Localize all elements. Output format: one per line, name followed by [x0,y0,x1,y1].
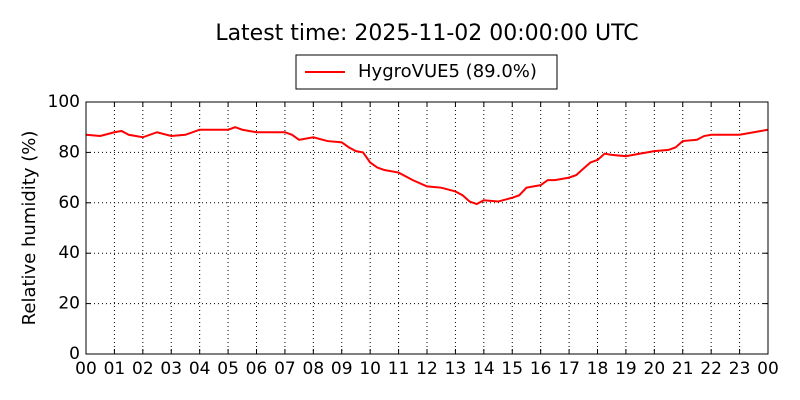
data-line [85,126,769,206]
y-axis-label: Relative humidity (%) [19,131,40,326]
x-tick-label: 13 [445,359,467,379]
y-tick-label: 100 [48,92,80,112]
x-tick-label: 04 [189,359,211,379]
x-tick-label: 11 [388,359,410,379]
y-tick-label: 80 [58,142,80,162]
x-tick-label: 07 [274,359,296,379]
x-tick-label: 10 [359,359,381,379]
x-tick-label: 03 [160,359,182,379]
x-tick-label: 05 [217,359,239,379]
x-tick-label: 06 [246,359,268,379]
x-tick-label: 01 [104,359,126,379]
x-tick-label: 00 [757,359,779,379]
y-tick-label: 0 [69,344,80,364]
x-tick-label: 16 [530,359,552,379]
x-tick-label: 00 [75,359,97,379]
y-tick-label: 40 [58,243,80,263]
x-tick-label: 22 [700,359,722,379]
chart-title: Latest time: 2025-11-02 00:00:00 UTC [215,21,638,46]
x-tick-label: 21 [672,359,694,379]
x-tick-label: 14 [473,359,495,379]
x-tick-label: 19 [615,359,637,379]
x-tick-label: 02 [132,359,154,379]
x-tick-label: 09 [331,359,353,379]
x-tick-label: 23 [729,359,751,379]
x-tick-label: 08 [303,359,325,379]
x-tick-label: 18 [587,359,609,379]
x-tick-label: 15 [501,359,523,379]
x-tick-label: 12 [416,359,438,379]
y-tick-label: 20 [58,294,80,314]
x-tick-label: 20 [644,359,666,379]
x-tick-label: 17 [558,359,580,379]
legend-label: HygroVUE5 (89.0%) [358,61,537,82]
y-tick-label: 60 [58,193,80,213]
plot-frame [85,101,769,355]
